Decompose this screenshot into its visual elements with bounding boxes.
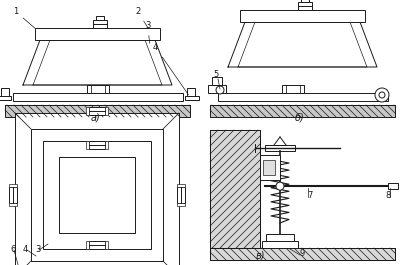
Bar	[298, 2, 312, 10]
Bar	[89, 141, 105, 149]
Bar	[9, 203, 17, 206]
Bar	[210, 248, 395, 260]
Bar	[301, 0, 309, 2]
Text: а): а)	[90, 112, 100, 122]
Bar	[210, 130, 260, 248]
Bar	[177, 187, 185, 203]
Bar	[9, 187, 17, 203]
Text: 7: 7	[307, 191, 312, 200]
Circle shape	[375, 88, 389, 102]
Bar	[262, 241, 298, 248]
Bar	[35, 28, 160, 40]
Text: б): б)	[295, 112, 305, 122]
Bar	[96, 16, 104, 20]
Text: 8: 8	[385, 191, 391, 200]
Bar	[177, 184, 185, 187]
Bar	[1, 88, 9, 100]
Bar	[15, 113, 179, 265]
Bar	[218, 93, 388, 101]
Bar	[240, 10, 365, 22]
Bar	[43, 141, 151, 249]
Bar	[31, 129, 163, 261]
Circle shape	[379, 92, 385, 98]
Bar	[59, 157, 135, 233]
Bar	[93, 20, 107, 28]
Bar	[210, 105, 395, 117]
Text: 3: 3	[35, 245, 41, 254]
Bar	[89, 241, 105, 249]
Bar	[13, 93, 183, 101]
Text: 3: 3	[145, 21, 150, 43]
Bar	[89, 107, 105, 115]
Text: 1: 1	[13, 7, 35, 28]
Bar	[266, 234, 294, 241]
Bar	[177, 203, 185, 206]
Bar	[210, 248, 395, 260]
Bar	[86, 107, 89, 115]
Bar	[86, 141, 89, 149]
Text: 5: 5	[213, 70, 218, 79]
Bar	[187, 88, 195, 100]
Bar	[105, 141, 108, 149]
Bar	[388, 183, 398, 189]
Text: 4: 4	[23, 245, 28, 254]
Text: 6: 6	[10, 245, 15, 254]
Bar	[86, 241, 89, 249]
Circle shape	[216, 86, 224, 94]
Bar	[105, 107, 108, 115]
Bar	[282, 85, 304, 93]
Bar	[105, 241, 108, 249]
Bar	[0, 96, 11, 100]
Circle shape	[276, 182, 284, 190]
Bar	[208, 85, 226, 93]
Bar	[260, 155, 280, 180]
Bar	[185, 96, 199, 100]
Bar	[212, 77, 222, 85]
Bar	[87, 85, 109, 93]
Text: 2: 2	[135, 7, 148, 29]
Bar	[210, 130, 260, 248]
Text: в): в)	[255, 250, 265, 260]
Bar	[265, 145, 295, 151]
Bar	[263, 160, 275, 175]
Bar	[9, 184, 17, 187]
Text: 9: 9	[300, 249, 305, 258]
Text: 4: 4	[153, 43, 188, 95]
Bar	[5, 105, 190, 117]
